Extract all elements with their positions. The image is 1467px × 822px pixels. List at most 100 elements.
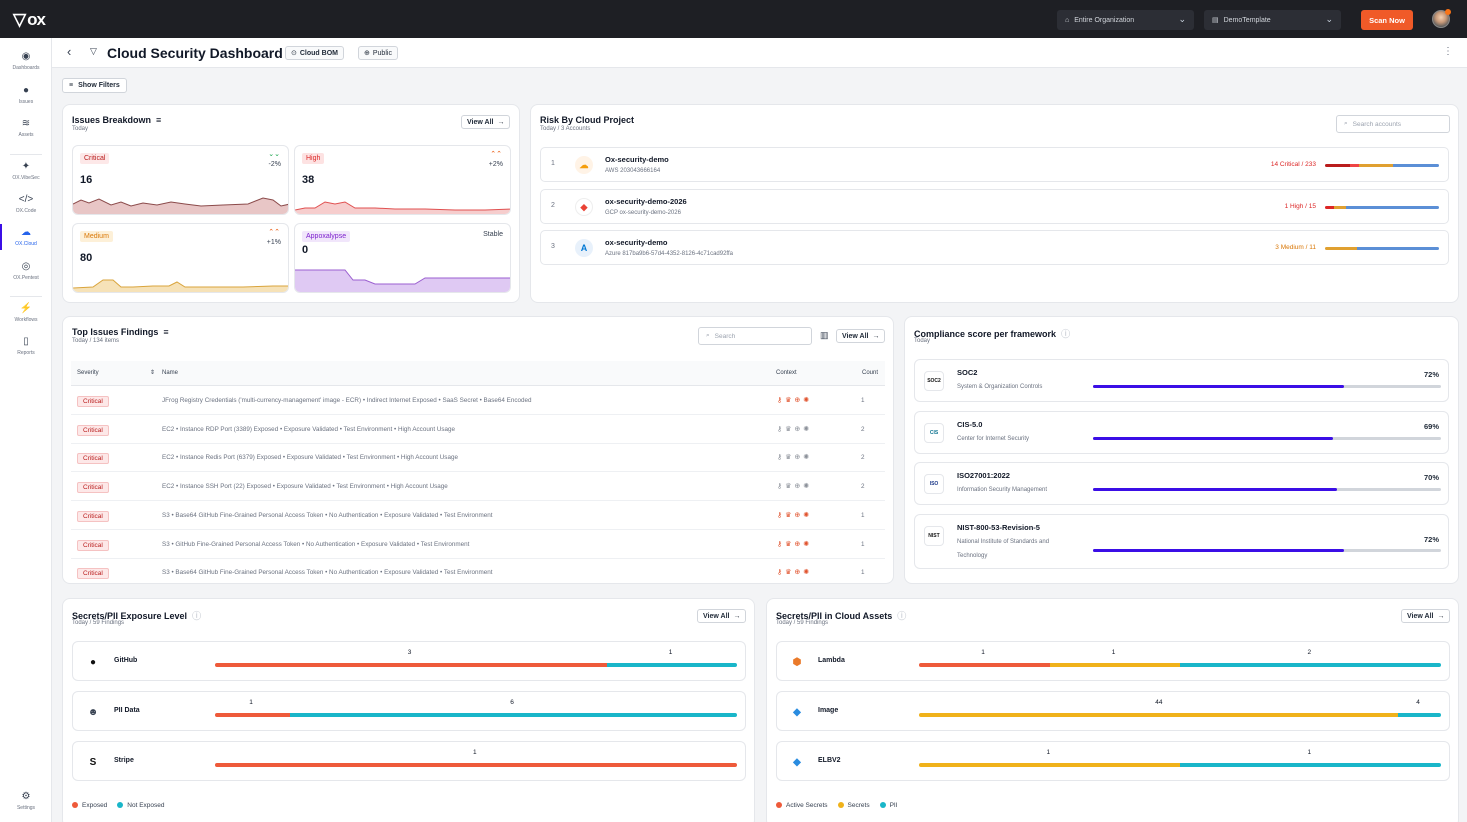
- table-row[interactable]: Critical JFrog Registry Credentials ('mul…: [71, 387, 885, 415]
- table-row[interactable]: Critical S3 • GitHub Fine-Grained Persona…: [71, 531, 885, 559]
- column-header-context[interactable]: Context: [776, 370, 797, 376]
- sidebar-item-pentest[interactable]: ◎ OX.Pentest: [13, 261, 39, 282]
- trend-down-icon: ⌄⌄: [268, 151, 280, 158]
- framework-percent: 72%: [1423, 370, 1439, 379]
- exposure-row[interactable]: ◆ Image 44 4: [776, 691, 1450, 731]
- assets-icon: ≋: [21, 118, 31, 129]
- bar-segment: [1049, 663, 1180, 667]
- table-row[interactable]: Critical EC2 • Instance RDP Port (3389) E…: [71, 416, 885, 444]
- avatar[interactable]: [1432, 9, 1451, 28]
- bug-icon: ✺: [803, 511, 810, 519]
- bar-segment: [1180, 763, 1441, 767]
- framework-logo: ISO: [924, 474, 944, 494]
- exposure-row[interactable]: ● GitHub 3 1: [72, 641, 746, 681]
- public-chip[interactable]: ⊕ Public: [358, 46, 398, 60]
- critical-sparkline: [73, 197, 288, 214]
- segment-value: 1: [981, 649, 985, 656]
- severity-card-critical[interactable]: Critical 16 ⌄⌄ -2%: [72, 145, 289, 215]
- sidebar-item-reports[interactable]: ▯ Reports: [17, 336, 35, 357]
- progress-track: [1093, 548, 1441, 552]
- severity-card-medium[interactable]: Medium 80 ⌃⌃ +1%: [72, 223, 289, 293]
- sort-icon[interactable]: ⇕: [150, 370, 156, 376]
- more-options-icon[interactable]: ⋮: [1443, 46, 1453, 57]
- template-icon: ▤: [1212, 17, 1219, 24]
- column-header-name[interactable]: Name: [162, 370, 179, 376]
- risk-by-project-title: Risk By Cloud Project: [540, 115, 635, 125]
- template-dropdown[interactable]: ▤ DemoTemplate ⌄: [1204, 10, 1341, 30]
- info-icon[interactable]: ⓘ: [897, 611, 907, 621]
- framework-row[interactable]: NIST NIST-800-53-Revision-5 National Insti…: [914, 513, 1449, 569]
- project-row[interactable]: 2 ◆ ox-security-demo-2026 GCP ox-securit…: [540, 189, 1449, 224]
- bar-segment: [215, 763, 737, 767]
- severity-badge: Critical: [77, 510, 109, 522]
- project-row[interactable]: 3 A ox-security-demo Azure 817ba9b6-57d4…: [540, 230, 1449, 265]
- progress-track: [1093, 385, 1441, 388]
- sidebar-item-vibesec[interactable]: ✦ OX.VibeSec: [12, 161, 40, 182]
- view-all-button[interactable]: View All →: [1401, 609, 1451, 623]
- scan-now-button[interactable]: Scan Now: [1361, 10, 1413, 30]
- segment-value: 3: [407, 649, 412, 656]
- severity-count: 80: [80, 252, 93, 264]
- row-label: Lambda: [818, 657, 845, 664]
- exposure-row[interactable]: ☻ PII Data 1 6: [72, 691, 746, 731]
- column-header-severity[interactable]: Severity: [77, 370, 99, 376]
- gcp-icon: ◆: [575, 198, 593, 216]
- exposure-legend: Exposed Not Exposed: [72, 802, 165, 809]
- active-indicator: [0, 224, 2, 250]
- view-all-button[interactable]: View All →: [461, 115, 511, 129]
- table-row[interactable]: Critical EC2 • Instance Redis Port (6379)…: [71, 444, 885, 473]
- framework-row[interactable]: ISO ISO27001:2022 Information Security Man…: [914, 462, 1449, 505]
- sidebar-item-cloud[interactable]: ☁ OX.Cloud: [15, 227, 37, 248]
- severity-label: Medium: [80, 231, 113, 242]
- row-label: Image: [818, 707, 839, 714]
- organization-dropdown[interactable]: ⌂ Entire Organization ⌄: [1057, 10, 1194, 30]
- back-arrow-icon[interactable]: ‹: [67, 44, 72, 59]
- table-row[interactable]: Critical EC2 • Instance SSH Port (22) Exp…: [71, 473, 885, 502]
- sidebar-item-assets[interactable]: ≋ Assets: [18, 118, 34, 139]
- show-filters-button[interactable]: ≡ Show Filters: [62, 78, 127, 93]
- crown-icon: ♛: [785, 397, 792, 404]
- sidebar-item-workflows[interactable]: ⚡ Workflows: [14, 303, 38, 324]
- view-all-button[interactable]: View All →: [697, 609, 747, 623]
- issue-name: JFrog Registry Credentials ('multi-curre…: [162, 397, 532, 404]
- high-sparkline: [295, 201, 510, 214]
- search-accounts-input[interactable]: ⌕ Search accounts: [1336, 115, 1450, 133]
- view-all-button[interactable]: View All →: [836, 329, 886, 343]
- trend-up-icon: ⌃⌃: [490, 151, 502, 158]
- cloud-bom-chip[interactable]: ⊙ Cloud BOM: [285, 46, 344, 60]
- severity-badge: Critical: [77, 539, 109, 551]
- sidebar-item-issues[interactable]: ● Issues: [18, 85, 34, 106]
- exposure-row[interactable]: ⬢ Lambda 1 1 2: [776, 641, 1450, 681]
- severity-card-appoxalypse[interactable]: Appoxalypse 0 Stable: [294, 223, 511, 293]
- table-row[interactable]: Critical S3 • Base64 GitHub Fine-Grained …: [71, 559, 885, 583]
- framework-description: Information Security Management: [957, 487, 1048, 493]
- filter-lines-icon[interactable]: ≡: [156, 115, 162, 125]
- sidebar-item-dashboards[interactable]: ◉ Dashboards: [12, 51, 40, 72]
- info-icon[interactable]: ⓘ: [1061, 329, 1071, 339]
- legend-item-active-secrets: Active Secrets: [776, 802, 828, 809]
- docker-icon: ◆: [793, 756, 801, 768]
- project-row[interactable]: 1 ☁ Ox-security-demo AWS 203043666164 14…: [540, 147, 1449, 182]
- filter-icon[interactable]: ▽: [90, 46, 97, 56]
- issue-count: 2: [861, 454, 865, 462]
- exposure-row[interactable]: ◆ ELBV2 1 1: [776, 741, 1450, 781]
- severity-card-high[interactable]: High 38 ⌃⌃ +2%: [294, 145, 511, 215]
- info-icon[interactable]: ⓘ: [192, 611, 202, 621]
- risk-by-project-subtitle: Today / 3 Accounts: [540, 126, 591, 132]
- filter-lines-icon[interactable]: ≡: [163, 327, 169, 337]
- sidebar-item-settings[interactable]: ⚙ Settings: [16, 791, 36, 812]
- ox-logo[interactable]: ▽ ox: [13, 10, 46, 29]
- columns-icon[interactable]: ▥: [820, 330, 829, 340]
- framework-row[interactable]: CIS CIS-5.0 Center for Internet Security 69…: [914, 410, 1449, 454]
- progress-track: [1093, 488, 1441, 491]
- framework-row[interactable]: SOC2 SOC2 System & Organization Controls 72…: [914, 359, 1449, 402]
- stacked-bar: [215, 663, 737, 667]
- sidebar-item-code[interactable]: </> OX.Code: [15, 194, 37, 215]
- context-icons: ⚷ ♛ ⊕ ✺: [777, 540, 809, 548]
- search-input[interactable]: ⌕ Search: [698, 327, 812, 345]
- exposure-row[interactable]: S Stripe 1: [72, 741, 746, 781]
- bar-segment: [289, 713, 737, 717]
- column-header-count[interactable]: Count: [862, 370, 879, 376]
- severity-count: 38: [302, 174, 315, 186]
- table-row[interactable]: Critical S3 • Base64 GitHub Fine-Grained …: [71, 502, 885, 530]
